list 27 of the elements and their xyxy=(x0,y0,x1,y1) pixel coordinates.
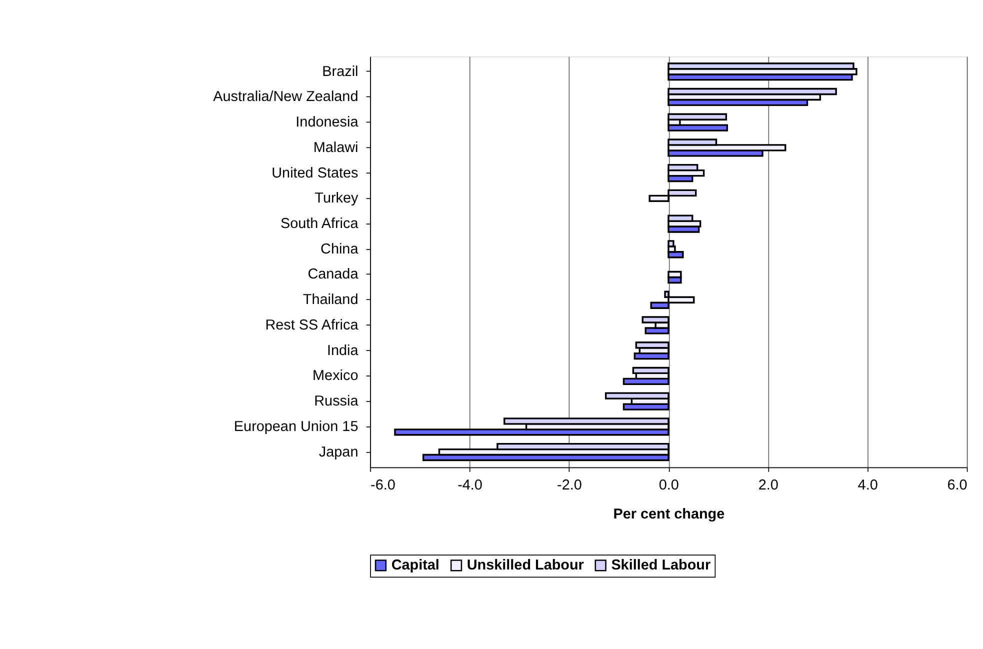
x-tick-label: 6.0 xyxy=(947,478,968,494)
x-tick-label: -6.0 xyxy=(370,478,396,494)
y-tick-label: Brazil xyxy=(322,64,358,80)
x-tick-label: -4.0 xyxy=(458,478,482,494)
y-tick-label: Australia/New Zealand xyxy=(213,89,358,106)
y-tick-label: Canada xyxy=(308,266,360,283)
y-tick-label: Mexico xyxy=(312,368,358,384)
legend-label: Skilled Labour xyxy=(611,558,711,574)
y-tick-label: Rest SS Africa xyxy=(265,317,360,334)
legend-label: Unskilled Labour xyxy=(466,558,584,574)
y-tick-label: United States xyxy=(272,165,358,182)
x-tick-label: -2.0 xyxy=(557,478,582,494)
y-tick-label: Indonesia xyxy=(296,114,360,131)
x-tick-label: 0.0 xyxy=(658,478,679,494)
y-tick-label: Russia xyxy=(314,394,360,410)
legend-label: Capital xyxy=(391,558,440,574)
x-tick-label: 2.0 xyxy=(758,478,778,494)
x-tick-label: 4.0 xyxy=(858,478,878,494)
y-tick-label: Turkey xyxy=(314,190,360,207)
y-tick-label: India xyxy=(326,342,360,359)
y-tick-label: Japan xyxy=(318,444,358,460)
y-tick-label: Malawi xyxy=(313,140,358,156)
y-tick-label: European Union 15 xyxy=(234,418,358,435)
y-tick-label: Thailand xyxy=(302,292,358,308)
y-tick-label: South Africa xyxy=(280,216,360,232)
x-axis-title: Per cent change xyxy=(613,506,725,523)
y-tick-label: China xyxy=(320,241,360,258)
